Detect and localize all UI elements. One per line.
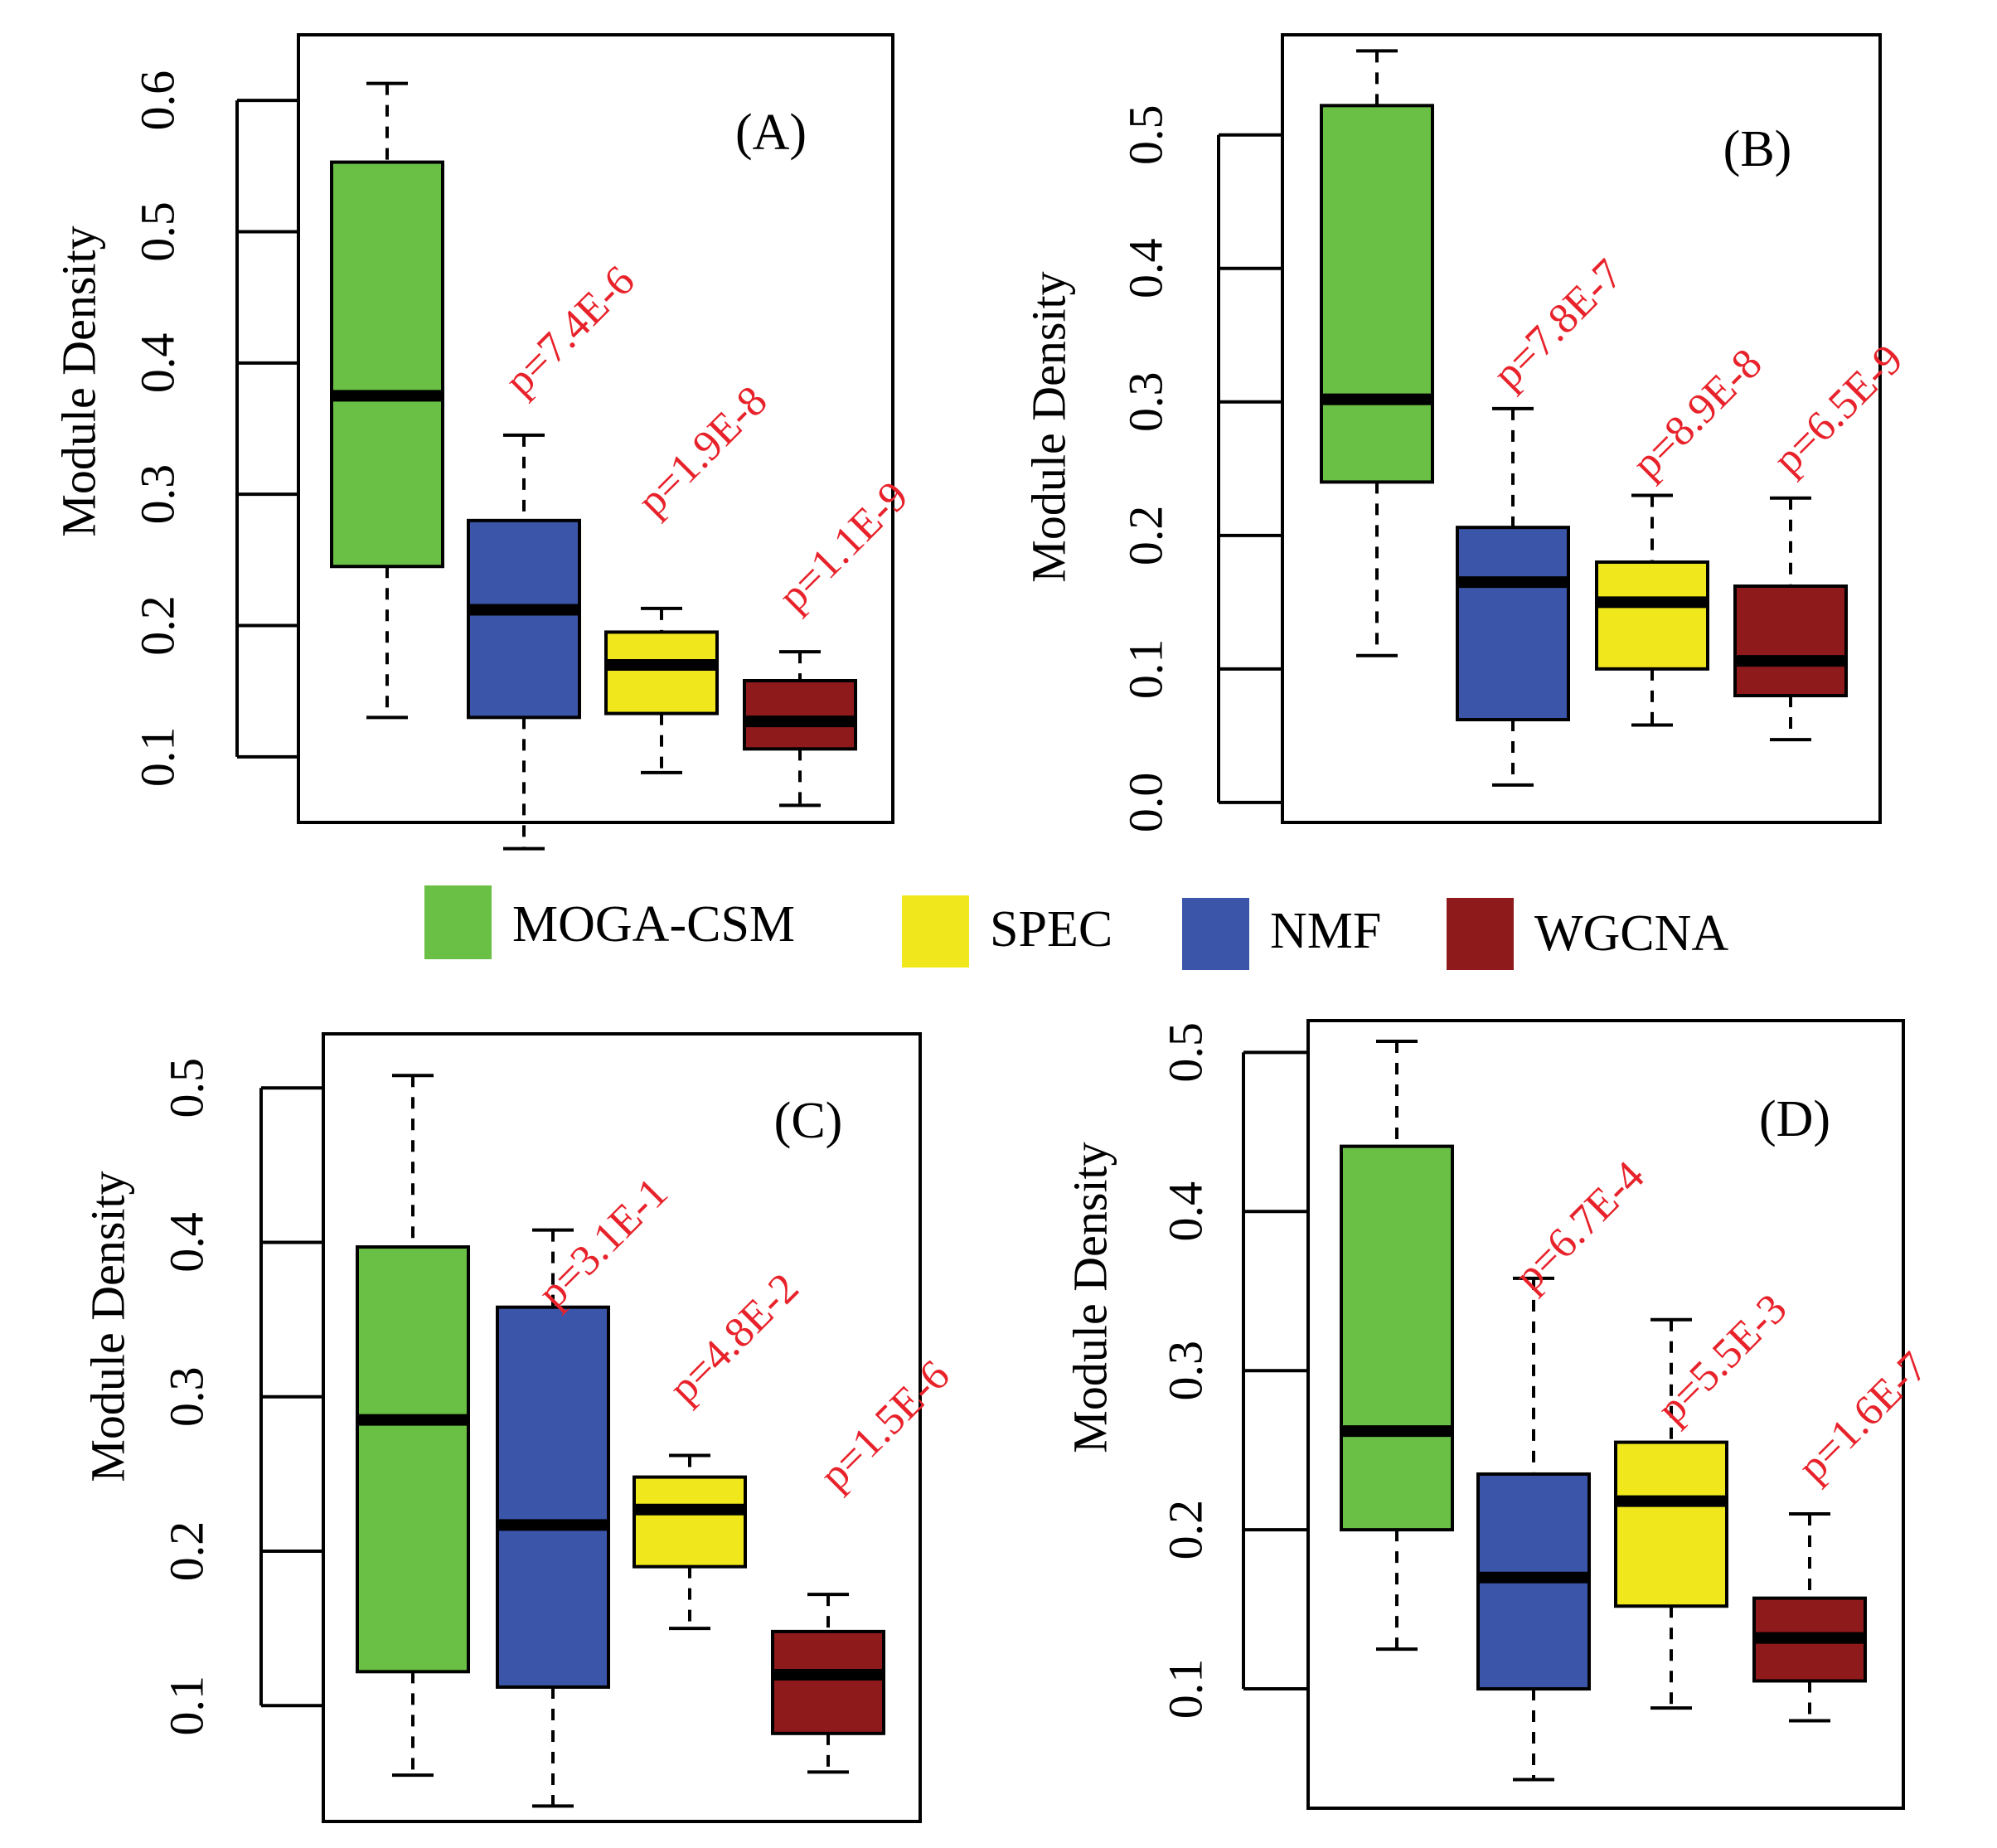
legend-swatch-nmf	[1182, 898, 1249, 970]
panel-c-y-tick-label: 0.3	[160, 1366, 214, 1427]
panel-d-y-tick-label: 0.2	[1159, 1500, 1213, 1560]
panel-c-y-label: Module Density	[81, 1171, 135, 1482]
panel-c-box-nmf	[496, 1228, 610, 1808]
panel-b-y-tick-label: 0.5	[1119, 105, 1173, 166]
iqr-box	[1614, 1440, 1728, 1608]
panel-b-pvalue-spec: p=8.9E-8	[1623, 340, 1771, 487]
panel-a-pvalue-spec: p=1.9E-8	[628, 377, 776, 525]
panel-a-y-tick-label: 0.3	[131, 464, 185, 525]
iqr-box	[1320, 104, 1434, 484]
panel-c: 0.1 0.2 0.3 0.4 0.5 Module Density (C) p=3.1E-1…	[81, 1032, 959, 1823]
panel-d-pvalue-wgcna: p=1.6E-7	[1789, 1343, 1936, 1491]
panel-c-y-tick-label: 0.5	[160, 1058, 214, 1118]
panel-a-label: (A)	[735, 104, 807, 161]
panel-a: 0.1 0.2 0.3 0.4 0.5 0.6 Module Density (A) p=7.4…	[52, 33, 918, 851]
panel-b-pvalue-nmf: p=7.8E-7	[1484, 250, 1631, 398]
legend-label-spec: SPEC	[990, 901, 1112, 958]
panel-a-y-tick-label: 0.5	[131, 201, 185, 262]
panel-b-y-tick-label: 0.0	[1119, 773, 1173, 833]
panel-a-y-tick-label: 0.4	[131, 333, 185, 394]
panel-a-box-moga-csm	[330, 81, 444, 720]
legend-swatch-moga-csm	[424, 885, 492, 959]
panel-a-y-label: Module Density	[52, 226, 106, 536]
iqr-box	[330, 160, 444, 569]
legend-label-moga-csm: MOGA-CSM	[512, 896, 795, 953]
iqr-box	[633, 1475, 747, 1569]
iqr-box	[604, 630, 719, 715]
panel-d-box-moga-csm	[1340, 1039, 1454, 1652]
panel-a-pvalue-nmf: p=7.4E-6	[496, 257, 643, 405]
panel-d-pvalue-nmf: p=6.7E-4	[1505, 1152, 1653, 1300]
panel-a-frame	[297, 33, 894, 824]
panel-d-y-label: Module Density	[1064, 1142, 1117, 1453]
panel-b-box-nmf	[1456, 406, 1570, 787]
panel-b-y-label: Module Density	[1022, 271, 1076, 582]
panel-d-pvalue-spec: p=5.5E-3	[1648, 1285, 1796, 1433]
panel-b-pvalue-wgcna: p=6.5E-9	[1764, 336, 1912, 483]
iqr-box	[356, 1245, 470, 1674]
panel-d-box-wgcna	[1752, 1511, 1867, 1723]
panel-b-box-spec	[1595, 493, 1709, 727]
panel-c-pvalue-nmf: p=3.1E-1	[529, 1169, 676, 1317]
legend: MOGA-CSM SPEC NMF WGCNA	[424, 885, 1728, 970]
panel-c-pvalue-wgcna: p=1.5E-6	[811, 1351, 958, 1499]
legend-swatch-wgcna	[1447, 898, 1514, 970]
panel-c-label: (C)	[774, 1093, 843, 1149]
panel-d-box-spec	[1614, 1317, 1728, 1710]
panel-d: 0.1 0.2 0.3 0.4 0.5 Module Density (D) p=6.7E-4…	[1064, 1019, 1937, 1810]
panel-c-y-tick-label: 0.2	[160, 1521, 214, 1582]
panel-a-y-tick-label: 0.6	[131, 70, 185, 130]
panel-c-y-tick-label: 0.1	[160, 1676, 214, 1736]
panel-a-pvalue-wgcna: p=1.1E-9	[769, 473, 917, 620]
panel-d-y-tick-label: 0.4	[1159, 1181, 1213, 1242]
panel-a-y-tick-label: 0.2	[131, 595, 185, 656]
panel-a-box-nmf	[467, 433, 581, 851]
panel-d-y-tick-label: 0.3	[1159, 1341, 1213, 1401]
panel-d-y-tick-label: 0.5	[1159, 1022, 1213, 1083]
panel-b-y-tick-label: 0.3	[1119, 372, 1173, 433]
panel-c-box-spec	[633, 1453, 747, 1631]
iqr-box	[467, 518, 581, 720]
legend-label-wgcna: WGCNA	[1534, 905, 1728, 962]
panel-b-box-moga-csm	[1320, 49, 1434, 657]
panel-a-box-wgcna	[743, 650, 857, 808]
panel-c-box-wgcna	[771, 1593, 885, 1774]
panel-c-box-moga-csm	[356, 1074, 470, 1778]
panel-c-pvalue-spec: p=4.8E-2	[660, 1264, 807, 1412]
panel-a-box-spec	[604, 606, 719, 774]
panel-a-y-tick-label: 0.1	[131, 727, 185, 788]
panel-b-y-tick-label: 0.2	[1119, 506, 1173, 566]
iqr-box	[1456, 526, 1570, 722]
panel-d-box-nmf	[1476, 1276, 1591, 1782]
iqr-box	[771, 1629, 885, 1735]
panel-c-y-tick-label: 0.4	[160, 1212, 214, 1273]
iqr-box	[496, 1305, 610, 1689]
iqr-box	[743, 679, 857, 751]
panel-b: 0.0 0.1 0.2 0.3 0.4 0.5 Module Density (B) p=7.8…	[1022, 33, 1912, 833]
iqr-box	[1733, 584, 1848, 698]
panel-b-y-tick-label: 0.4	[1119, 239, 1173, 299]
panel-b-label: (B)	[1723, 121, 1792, 177]
panel-d-y-tick-label: 0.1	[1159, 1659, 1213, 1719]
iqr-box	[1595, 560, 1709, 671]
panel-d-frame	[1306, 1019, 1905, 1810]
legend-swatch-spec	[902, 895, 969, 968]
iqr-box	[1340, 1144, 1454, 1532]
legend-label-nmf: NMF	[1270, 903, 1381, 959]
panel-b-box-wgcna	[1733, 496, 1848, 742]
panel-b-y-tick-label: 0.1	[1119, 639, 1173, 700]
panel-b-frame	[1281, 33, 1882, 824]
panel-c-frame	[322, 1032, 922, 1823]
panel-d-label: (D)	[1759, 1091, 1830, 1147]
